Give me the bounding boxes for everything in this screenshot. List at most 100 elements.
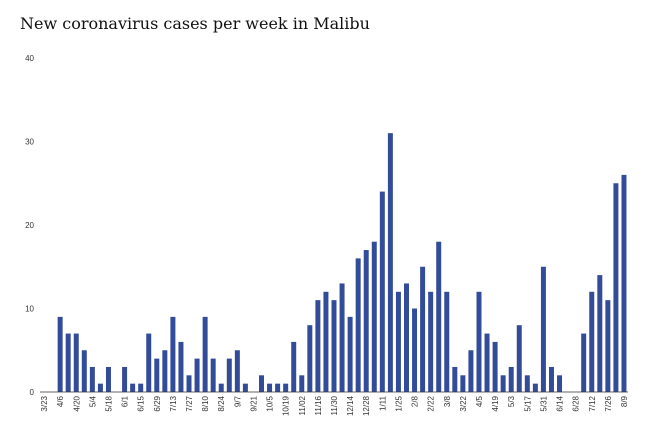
bar — [315, 300, 321, 392]
x-tick-label: 5/4 — [88, 395, 97, 407]
bar — [444, 291, 450, 392]
x-tick-label: 1/11 — [378, 395, 387, 411]
x-tick-label: 12/28 — [362, 395, 371, 416]
x-tick-label: 6/14 — [556, 395, 565, 411]
bar — [105, 366, 111, 392]
bar — [291, 341, 297, 392]
x-tick-label: 7/13 — [169, 395, 178, 411]
bar — [283, 383, 289, 392]
bar — [242, 383, 248, 392]
x-tick-label: 9/7 — [233, 395, 242, 407]
bar — [138, 383, 144, 392]
bar — [307, 325, 313, 392]
x-tick-label: 9/21 — [249, 395, 258, 411]
x-tick-label: 7/12 — [588, 395, 597, 411]
x-axis: 3/23 4/6 4/20 5/4 5/18 6/1 6/15 6/29 7/13 7/27 8/1… — [40, 391, 629, 416]
bar — [379, 191, 385, 392]
bar — [73, 333, 79, 392]
bar — [557, 375, 563, 392]
x-tick-label: 5/18 — [104, 395, 113, 411]
y-tick-label: 30 — [25, 138, 34, 147]
bar — [581, 333, 587, 392]
bar — [420, 266, 426, 392]
bar — [460, 375, 466, 392]
y-axis: 0 10 20 30 40 — [25, 54, 34, 397]
bar — [186, 375, 192, 392]
bar — [371, 241, 377, 392]
bar — [267, 383, 273, 392]
bar — [146, 333, 152, 392]
bar — [178, 341, 184, 392]
bar — [524, 375, 530, 392]
y-tick-label: 40 — [25, 54, 34, 63]
bar — [65, 333, 71, 392]
bar — [81, 350, 87, 392]
x-tick-label: 12/14 — [346, 395, 355, 416]
bar — [122, 366, 128, 392]
bar — [57, 316, 63, 392]
x-tick-label: 6/29 — [153, 395, 162, 411]
bar — [331, 300, 337, 392]
y-tick-label: 20 — [25, 221, 34, 230]
x-tick-label: 10/19 — [282, 395, 291, 416]
bar — [500, 375, 506, 392]
bar — [226, 358, 232, 392]
bar — [412, 308, 418, 392]
x-tick-label: 11/30 — [330, 395, 339, 415]
bar — [621, 174, 627, 392]
bar — [299, 375, 305, 392]
x-tick-label: 3/22 — [459, 395, 468, 411]
bar — [355, 258, 361, 392]
bar — [395, 291, 401, 392]
x-tick-label: 5/3 — [507, 395, 516, 407]
x-tick-label: 4/5 — [475, 395, 484, 407]
bar — [347, 316, 353, 392]
bar — [404, 283, 409, 392]
bar — [468, 350, 474, 392]
x-tick-label: 8/10 — [201, 395, 210, 411]
bar — [540, 266, 546, 392]
bar — [275, 383, 281, 392]
bar — [452, 366, 458, 392]
bar — [97, 383, 103, 392]
bar — [234, 350, 240, 392]
y-tick-label: 0 — [30, 388, 35, 397]
bar — [218, 383, 224, 392]
x-tick-label: 8/9 — [620, 395, 629, 407]
bar — [162, 350, 168, 392]
x-tick-label: 7/27 — [185, 395, 194, 411]
bar — [589, 291, 595, 392]
x-tick-label: 11/02 — [298, 395, 307, 415]
bar — [202, 316, 208, 392]
x-tick-label: 4/6 — [56, 395, 65, 407]
bar — [154, 358, 160, 392]
x-tick-label: 5/31 — [539, 395, 548, 411]
bar — [508, 366, 514, 392]
bars — [57, 133, 627, 392]
x-tick-label: 8/24 — [217, 395, 226, 411]
x-tick-label: 6/1 — [121, 395, 130, 407]
bar — [363, 250, 369, 392]
bar — [89, 366, 95, 392]
y-tick-label: 10 — [25, 305, 34, 314]
x-tick-label: 7/26 — [604, 395, 613, 411]
bar — [516, 325, 522, 392]
bar — [210, 358, 216, 392]
bar — [548, 366, 554, 392]
x-tick-label: 11/16 — [314, 395, 323, 415]
x-tick-label: 4/20 — [72, 395, 81, 411]
x-tick-label: 2/22 — [427, 395, 436, 411]
bar — [194, 358, 200, 392]
bar — [476, 291, 482, 392]
chart-title: New coronavirus cases per week in Malibu — [20, 14, 370, 33]
x-tick-label: 4/19 — [491, 395, 500, 411]
bar — [387, 133, 393, 392]
bar — [613, 183, 619, 392]
x-tick-label: 6/28 — [572, 395, 581, 411]
x-tick-label: 5/17 — [523, 395, 532, 411]
x-tick-label: 1/25 — [394, 395, 403, 411]
bar — [605, 300, 611, 392]
x-tick-label: 3/8 — [443, 395, 452, 407]
bar — [597, 275, 603, 392]
x-tick-label: 6/15 — [137, 395, 146, 411]
